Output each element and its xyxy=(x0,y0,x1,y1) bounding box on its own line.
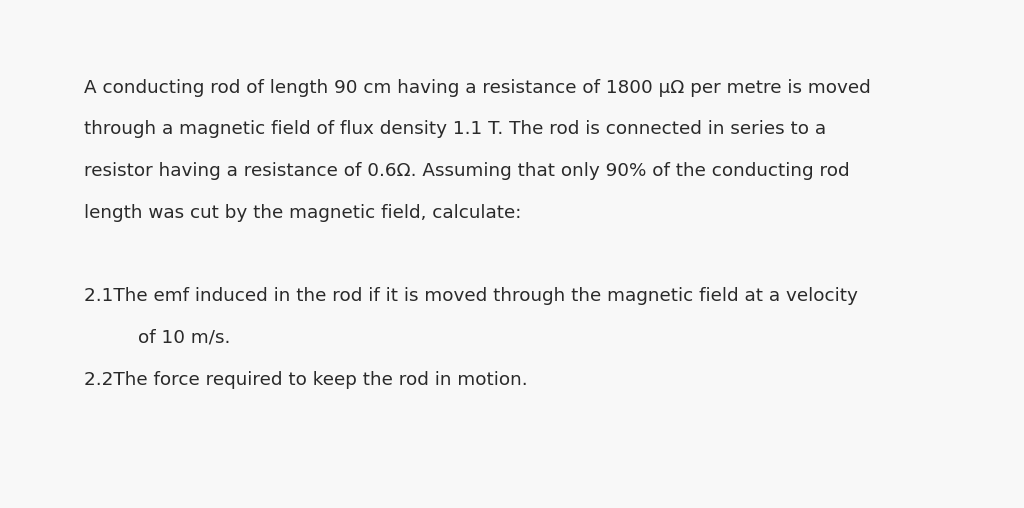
Text: through a magnetic field of flux density 1.1 T. The rod is connected in series t: through a magnetic field of flux density… xyxy=(84,120,826,138)
Text: length was cut by the magnetic field, calculate:: length was cut by the magnetic field, ca… xyxy=(84,204,521,221)
Text: of 10 m/s.: of 10 m/s. xyxy=(138,329,230,347)
Text: 2.1The emf induced in the rod if it is moved through the magnetic field at a vel: 2.1The emf induced in the rod if it is m… xyxy=(84,287,858,305)
Text: A conducting rod of length 90 cm having a resistance of 1800 μΩ per metre is mov: A conducting rod of length 90 cm having … xyxy=(84,79,870,97)
Text: resistor having a resistance of 0.6Ω. Assuming that only 90% of the conducting r: resistor having a resistance of 0.6Ω. As… xyxy=(84,162,850,180)
Text: 2.2The force required to keep the rod in motion.: 2.2The force required to keep the rod in… xyxy=(84,370,527,389)
